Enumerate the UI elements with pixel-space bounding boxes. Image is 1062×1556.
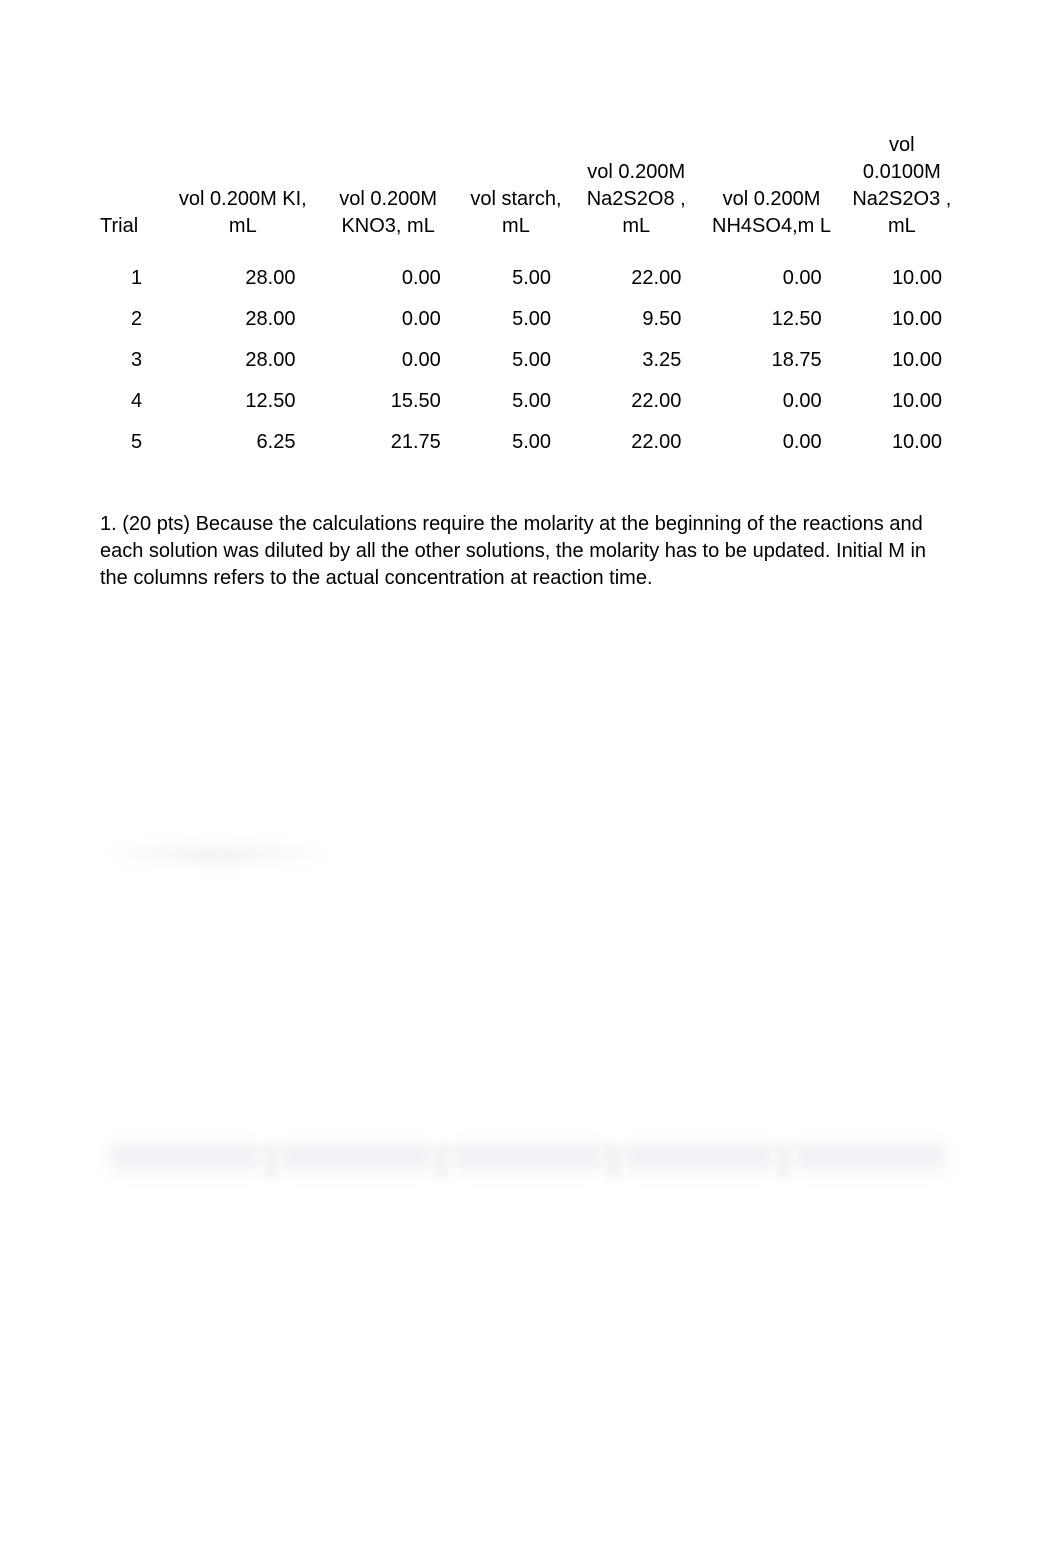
cell-na2s2o8: 22.00 bbox=[571, 381, 701, 422]
cell-nh4so4: 12.50 bbox=[701, 299, 841, 340]
volume-data-table: Trial vol 0.200M KI, mL vol 0.200M KNO3,… bbox=[100, 130, 962, 463]
header-na2s2o3: vol 0.0100M Na2S2O3 , mL bbox=[842, 130, 962, 258]
cell-kno3: 15.50 bbox=[315, 381, 460, 422]
blurred-row bbox=[110, 1138, 945, 1184]
blurred-separator bbox=[266, 1144, 276, 1178]
cell-na2s2o8: 22.00 bbox=[571, 422, 701, 463]
cell-starch: 5.00 bbox=[461, 422, 571, 463]
blurred-cell bbox=[795, 1145, 945, 1177]
header-kno3: vol 0.200M KNO3, mL bbox=[315, 130, 460, 258]
header-ki: vol 0.200M KI, mL bbox=[170, 130, 315, 258]
trial-number: 2 bbox=[100, 299, 170, 340]
cell-starch: 5.00 bbox=[461, 299, 571, 340]
blurred-cell bbox=[110, 1145, 260, 1177]
cell-na2s2o8: 3.25 bbox=[571, 340, 701, 381]
cell-na2s2o3: 10.00 bbox=[842, 340, 962, 381]
cell-starch: 5.00 bbox=[461, 340, 571, 381]
cell-kno3: 0.00 bbox=[315, 258, 460, 299]
blurred-separator bbox=[779, 1144, 789, 1178]
question-paragraph: 1. (20 pts) Because the calculations req… bbox=[100, 511, 962, 592]
header-starch: vol starch, mL bbox=[461, 130, 571, 258]
blurred-cell bbox=[624, 1145, 774, 1177]
table-row: 4 12.50 15.50 5.00 22.00 0.00 10.00 bbox=[100, 381, 962, 422]
blurred-cell bbox=[453, 1145, 603, 1177]
table-row: 5 6.25 21.75 5.00 22.00 0.00 10.00 bbox=[100, 422, 962, 463]
cell-na2s2o3: 10.00 bbox=[842, 299, 962, 340]
blurred-region bbox=[97, 839, 337, 869]
table-header-row: Trial vol 0.200M KI, mL vol 0.200M KNO3,… bbox=[100, 130, 962, 258]
table-row: 2 28.00 0.00 5.00 9.50 12.50 10.00 bbox=[100, 299, 962, 340]
cell-starch: 5.00 bbox=[461, 381, 571, 422]
header-trial: Trial bbox=[100, 130, 170, 258]
cell-na2s2o8: 22.00 bbox=[571, 258, 701, 299]
cell-na2s2o3: 10.00 bbox=[842, 258, 962, 299]
cell-ki: 28.00 bbox=[170, 299, 315, 340]
cell-ki: 6.25 bbox=[170, 422, 315, 463]
trial-number: 4 bbox=[100, 381, 170, 422]
trial-number: 1 bbox=[100, 258, 170, 299]
trial-number: 3 bbox=[100, 340, 170, 381]
cell-nh4so4: 18.75 bbox=[701, 340, 841, 381]
cell-na2s2o3: 10.00 bbox=[842, 422, 962, 463]
table-row: 3 28.00 0.00 5.00 3.25 18.75 10.00 bbox=[100, 340, 962, 381]
blurred-separator bbox=[437, 1144, 447, 1178]
cell-ki: 28.00 bbox=[170, 340, 315, 381]
cell-ki: 28.00 bbox=[170, 258, 315, 299]
cell-nh4so4: 0.00 bbox=[701, 381, 841, 422]
cell-kno3: 0.00 bbox=[315, 340, 460, 381]
table-row: 1 28.00 0.00 5.00 22.00 0.00 10.00 bbox=[100, 258, 962, 299]
cell-nh4so4: 0.00 bbox=[701, 422, 841, 463]
cell-na2s2o3: 10.00 bbox=[842, 381, 962, 422]
cell-ki: 12.50 bbox=[170, 381, 315, 422]
header-nh4so4: vol 0.200M NH4SO4,m L bbox=[701, 130, 841, 258]
blurred-separator bbox=[608, 1144, 618, 1178]
trial-number: 5 bbox=[100, 422, 170, 463]
cell-na2s2o8: 9.50 bbox=[571, 299, 701, 340]
table-body: 1 28.00 0.00 5.00 22.00 0.00 10.00 2 28.… bbox=[100, 258, 962, 463]
cell-nh4so4: 0.00 bbox=[701, 258, 841, 299]
cell-kno3: 0.00 bbox=[315, 299, 460, 340]
cell-kno3: 21.75 bbox=[315, 422, 460, 463]
cell-starch: 5.00 bbox=[461, 258, 571, 299]
header-na2s2o8: vol 0.200M Na2S2O8 , mL bbox=[571, 130, 701, 258]
blurred-cell bbox=[281, 1145, 431, 1177]
